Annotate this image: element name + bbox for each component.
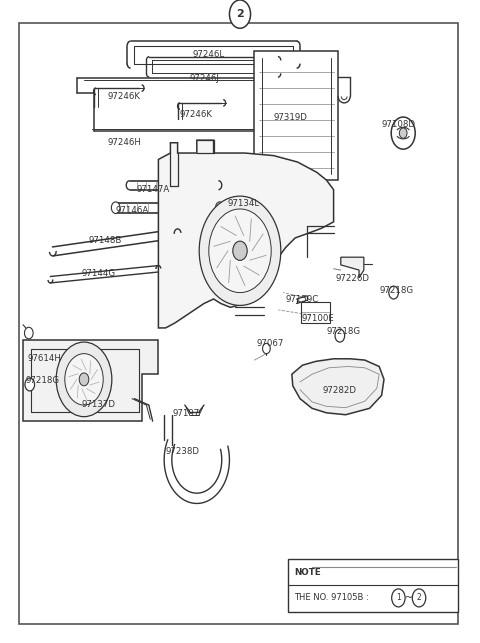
Text: 2: 2 — [417, 593, 421, 602]
Circle shape — [335, 329, 345, 342]
Text: 97238D: 97238D — [166, 447, 200, 456]
Text: 97218G: 97218G — [326, 327, 360, 336]
Text: 97137D: 97137D — [82, 400, 116, 409]
Text: 97148B: 97148B — [89, 236, 122, 245]
Text: 97108D: 97108D — [382, 120, 416, 129]
Circle shape — [216, 202, 224, 213]
Polygon shape — [158, 140, 334, 328]
Circle shape — [229, 0, 251, 28]
Circle shape — [25, 378, 35, 391]
Text: 1: 1 — [396, 593, 401, 602]
Circle shape — [199, 196, 281, 305]
Bar — [301, 302, 330, 323]
Text: 97100E: 97100E — [301, 314, 334, 323]
Text: 97159C: 97159C — [286, 295, 319, 304]
Circle shape — [392, 589, 405, 607]
Text: 97319D: 97319D — [274, 113, 308, 122]
Circle shape — [24, 327, 33, 339]
Circle shape — [209, 209, 271, 293]
Text: ~: ~ — [405, 593, 413, 603]
Text: 97218G: 97218G — [25, 376, 60, 385]
Text: 97246J: 97246J — [190, 74, 219, 83]
Circle shape — [79, 373, 89, 386]
Circle shape — [389, 286, 398, 299]
Text: 97614H: 97614H — [28, 354, 62, 363]
Text: NOTE: NOTE — [294, 568, 321, 577]
Text: 97147A: 97147A — [137, 185, 170, 194]
Circle shape — [111, 202, 120, 213]
Polygon shape — [23, 340, 158, 421]
Circle shape — [263, 343, 270, 354]
Circle shape — [56, 342, 112, 417]
Text: 97218G: 97218G — [379, 286, 413, 295]
Bar — [288, 559, 458, 612]
Polygon shape — [341, 257, 364, 278]
Text: 97197: 97197 — [173, 409, 200, 418]
Polygon shape — [254, 51, 338, 180]
Text: 97246L: 97246L — [193, 50, 225, 59]
Text: 2: 2 — [236, 9, 244, 19]
Polygon shape — [292, 359, 384, 415]
Circle shape — [412, 589, 426, 607]
Circle shape — [399, 128, 407, 138]
Text: 97146A: 97146A — [115, 206, 148, 215]
Text: 97246K: 97246K — [108, 92, 141, 101]
Text: 97226D: 97226D — [336, 274, 370, 283]
Text: 97246K: 97246K — [180, 110, 213, 119]
Circle shape — [233, 241, 247, 260]
Circle shape — [65, 354, 103, 405]
Text: 97144G: 97144G — [82, 269, 116, 278]
Text: 97134L: 97134L — [228, 199, 260, 208]
Text: 97067: 97067 — [257, 339, 284, 348]
Text: THE NO. 97105B :: THE NO. 97105B : — [294, 593, 374, 602]
Circle shape — [391, 117, 415, 149]
Text: 97246H: 97246H — [108, 138, 142, 147]
Text: 97282D: 97282D — [323, 386, 357, 395]
